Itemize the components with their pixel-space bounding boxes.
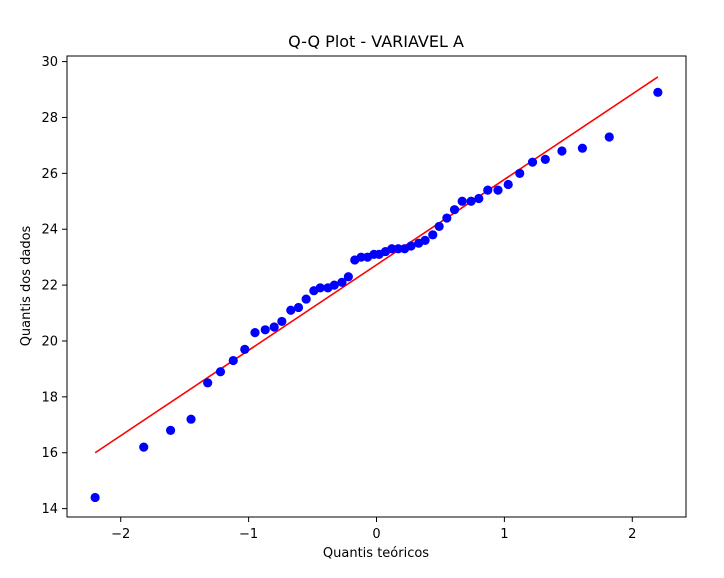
data-point — [393, 244, 403, 254]
x-tick-label: −1 — [239, 527, 258, 542]
data-point — [315, 283, 325, 293]
data-point — [90, 492, 100, 503]
y-tick-label: 24 — [41, 223, 58, 238]
y-axis-label: Quantis dos dados — [19, 225, 34, 346]
y-tick-label: 14 — [41, 502, 58, 517]
data-point — [503, 179, 513, 190]
data-point — [250, 328, 260, 338]
data-point — [604, 132, 614, 142]
data-point — [442, 213, 452, 223]
reference-line — [94, 76, 659, 454]
data-point — [293, 302, 304, 313]
data-point — [474, 193, 484, 204]
y-tick-label: 18 — [41, 390, 58, 405]
data-point — [493, 185, 503, 195]
data-point — [356, 252, 366, 262]
chart-title: Q-Q Plot - VARIAVEL A — [288, 32, 464, 51]
y-tick-label: 30 — [41, 55, 58, 70]
data-point — [139, 442, 149, 452]
y-tick-label: 26 — [41, 167, 58, 182]
data-point — [260, 325, 270, 335]
x-tick-label: −2 — [111, 527, 130, 542]
data-point — [466, 196, 476, 206]
plot-area-frame — [66, 55, 687, 518]
data-point — [329, 280, 339, 290]
data-point — [343, 272, 353, 282]
data-point — [301, 294, 311, 304]
x-axis-label: Quantis teóricos — [323, 546, 429, 561]
data-point — [653, 87, 663, 97]
data-point — [269, 322, 279, 332]
x-tick-label: 0 — [372, 527, 380, 542]
data-point — [577, 143, 588, 153]
data-point — [228, 355, 238, 366]
data-point — [515, 168, 525, 178]
y-tick-label: 22 — [41, 279, 58, 294]
data-point — [286, 305, 296, 315]
data-point — [337, 277, 347, 287]
x-tick-label: 2 — [628, 527, 636, 542]
data-point — [203, 378, 213, 388]
data-points — [90, 87, 663, 503]
x-tick-label: 1 — [500, 527, 508, 542]
data-point — [428, 230, 438, 240]
y-tick-label: 16 — [41, 446, 58, 461]
data-point — [406, 241, 416, 251]
data-point — [483, 185, 493, 195]
data-point — [457, 196, 467, 206]
y-tick-label: 20 — [41, 334, 58, 349]
data-point — [215, 367, 226, 377]
data-point — [240, 344, 250, 354]
data-point — [387, 244, 397, 254]
data-point — [527, 157, 538, 167]
data-point — [540, 154, 550, 164]
data-point — [186, 414, 196, 424]
y-tick-label: 28 — [41, 111, 58, 126]
data-point — [434, 221, 444, 232]
data-point — [165, 425, 176, 435]
data-point — [449, 205, 460, 215]
data-point — [277, 316, 287, 327]
data-point — [420, 235, 430, 245]
data-point — [557, 146, 567, 156]
